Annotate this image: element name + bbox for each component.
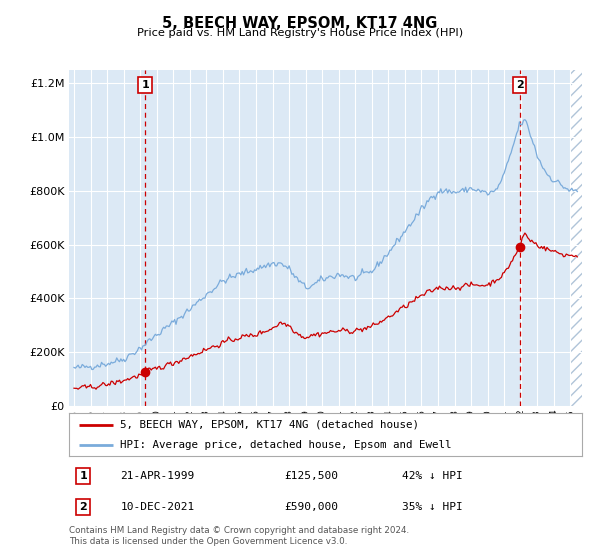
Text: £125,500: £125,500 bbox=[284, 472, 338, 482]
Text: 1: 1 bbox=[79, 472, 87, 482]
Text: 42% ↓ HPI: 42% ↓ HPI bbox=[403, 472, 463, 482]
Text: 5, BEECH WAY, EPSOM, KT17 4NG (detached house): 5, BEECH WAY, EPSOM, KT17 4NG (detached … bbox=[121, 420, 419, 430]
Text: Price paid vs. HM Land Registry's House Price Index (HPI): Price paid vs. HM Land Registry's House … bbox=[137, 28, 463, 38]
Text: Contains HM Land Registry data © Crown copyright and database right 2024.
This d: Contains HM Land Registry data © Crown c… bbox=[69, 526, 409, 546]
Text: 2: 2 bbox=[516, 80, 524, 90]
Text: £590,000: £590,000 bbox=[284, 502, 338, 512]
Text: 2: 2 bbox=[79, 502, 87, 512]
Text: 5, BEECH WAY, EPSOM, KT17 4NG: 5, BEECH WAY, EPSOM, KT17 4NG bbox=[163, 16, 437, 31]
Text: 35% ↓ HPI: 35% ↓ HPI bbox=[403, 502, 463, 512]
Bar bbox=[571, 70, 582, 406]
Bar bbox=[571, 70, 582, 406]
Text: 1: 1 bbox=[141, 80, 149, 90]
Text: HPI: Average price, detached house, Epsom and Ewell: HPI: Average price, detached house, Epso… bbox=[121, 441, 452, 450]
Text: 21-APR-1999: 21-APR-1999 bbox=[121, 472, 194, 482]
Text: 10-DEC-2021: 10-DEC-2021 bbox=[121, 502, 194, 512]
